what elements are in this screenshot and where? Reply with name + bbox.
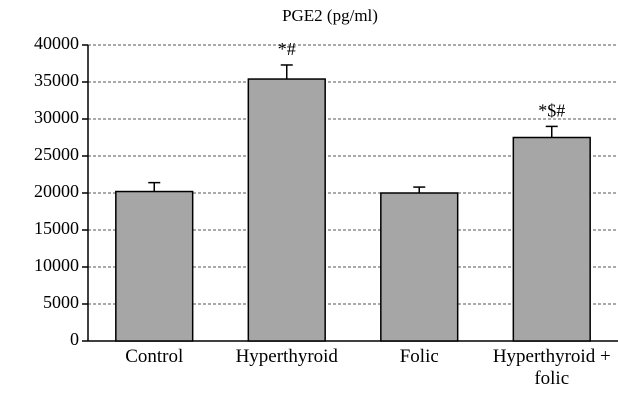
annotation: *# <box>278 39 296 59</box>
x-tick-label: Hyperthyroid + folic <box>492 346 611 389</box>
y-tick-label: 15000 <box>34 218 79 238</box>
y-tick-label: 40000 <box>34 33 79 53</box>
x-tick-label: Hyperthyroid <box>235 346 338 367</box>
y-tick-label: 25000 <box>34 144 79 164</box>
y-tick-label: 20000 <box>34 181 79 201</box>
bar <box>512 136 591 342</box>
y-tick-label: 35000 <box>34 70 79 90</box>
bar <box>115 190 194 342</box>
x-tick-label: Folic <box>399 346 439 367</box>
chart-title: PGE2 (pg/ml) <box>282 6 378 25</box>
y-tick-label: 10000 <box>34 255 79 275</box>
bar <box>380 192 459 342</box>
bar <box>247 78 326 342</box>
y-tick-label: 0 <box>70 329 79 349</box>
y-tick-label: 30000 <box>34 107 79 127</box>
annotation: *$# <box>538 101 565 121</box>
x-tick-label: Control <box>125 346 184 367</box>
y-tick-label: 5000 <box>43 292 79 312</box>
